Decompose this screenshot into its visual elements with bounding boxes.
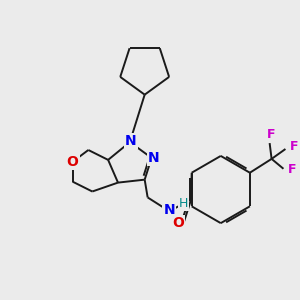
- Text: N: N: [125, 134, 137, 148]
- Text: F: F: [288, 163, 297, 176]
- Text: N: N: [164, 203, 175, 217]
- Text: H: H: [178, 197, 188, 210]
- Text: O: O: [67, 155, 79, 169]
- Text: O: O: [172, 216, 184, 230]
- Text: F: F: [267, 128, 276, 141]
- Text: F: F: [290, 140, 298, 152]
- Text: N: N: [148, 151, 159, 165]
